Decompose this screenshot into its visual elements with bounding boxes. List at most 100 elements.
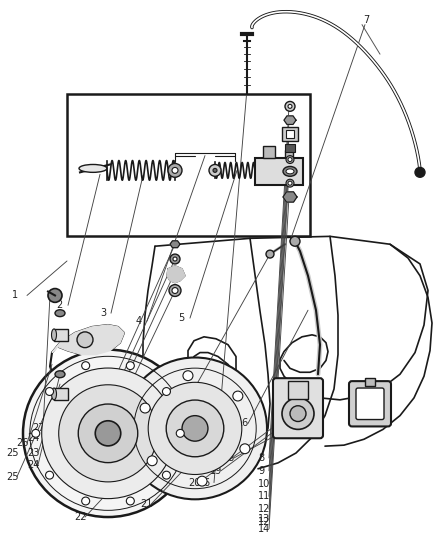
Text: 23: 23 [27,448,39,458]
Ellipse shape [286,169,294,174]
Text: 3: 3 [100,308,106,318]
Circle shape [172,288,178,294]
Circle shape [182,416,208,441]
Circle shape [166,400,224,457]
Bar [54,329,68,341]
Text: 12: 12 [258,504,270,514]
Text: 25: 25 [6,472,18,482]
Text: 15: 15 [162,422,174,431]
Circle shape [123,358,267,499]
Text: 11: 11 [258,491,270,502]
Circle shape [288,158,292,161]
Circle shape [286,179,294,187]
Text: 29: 29 [96,416,108,425]
Circle shape [32,430,40,437]
Circle shape [81,362,90,369]
Text: 30: 30 [96,403,108,414]
Circle shape [126,497,134,505]
Circle shape [78,404,138,463]
Text: 18: 18 [223,453,235,463]
Circle shape [209,165,221,176]
Circle shape [162,387,170,395]
Circle shape [213,168,217,172]
Text: 20: 20 [188,478,200,488]
Circle shape [126,362,134,369]
Text: 17: 17 [350,392,362,402]
Text: 28: 28 [96,429,108,438]
Ellipse shape [55,371,65,378]
FancyBboxPatch shape [349,381,391,426]
Text: 1: 1 [12,290,18,301]
Circle shape [169,285,181,296]
Bar [67,94,310,236]
Ellipse shape [52,329,57,341]
Circle shape [81,497,90,505]
Circle shape [176,430,184,437]
Polygon shape [283,192,297,202]
Circle shape [23,350,193,517]
Text: 26: 26 [16,438,28,448]
Text: 27: 27 [32,423,45,433]
Bar [255,158,303,185]
Circle shape [233,391,243,401]
Bar [54,388,68,400]
Text: 14: 14 [258,524,270,533]
Text: 2: 2 [56,300,62,310]
Polygon shape [167,266,185,282]
Bar [282,127,298,141]
Polygon shape [284,116,296,124]
Bar [288,381,308,399]
FancyBboxPatch shape [356,388,384,419]
Text: 8: 8 [258,453,264,463]
Bar [285,150,293,158]
Circle shape [290,236,300,246]
Ellipse shape [283,166,297,176]
Circle shape [147,456,157,466]
Polygon shape [52,325,124,354]
Text: 6: 6 [203,478,209,488]
Text: 13: 13 [258,514,270,524]
Text: 7: 7 [363,15,369,25]
Text: 4: 4 [136,316,142,326]
Circle shape [42,368,174,499]
Circle shape [183,371,193,381]
Circle shape [77,332,93,348]
Text: 21: 21 [140,499,152,509]
Text: 24: 24 [27,433,39,443]
Circle shape [290,406,306,422]
Circle shape [285,101,295,111]
Circle shape [286,156,294,164]
Circle shape [282,398,314,430]
Text: 22: 22 [74,512,86,522]
Text: 12: 12 [258,517,270,527]
Circle shape [240,444,250,454]
Circle shape [168,164,182,177]
Bar [285,144,295,152]
Circle shape [170,254,180,264]
Circle shape [140,403,150,413]
FancyBboxPatch shape [273,378,323,438]
Ellipse shape [52,388,57,400]
Circle shape [46,471,53,479]
Circle shape [162,471,170,479]
Circle shape [197,476,207,486]
Circle shape [288,181,292,185]
Text: 9: 9 [258,466,264,476]
Ellipse shape [79,165,107,172]
Circle shape [288,104,292,108]
Polygon shape [170,241,180,248]
Text: 10: 10 [258,479,270,489]
Text: 19: 19 [210,466,222,476]
Text: 5: 5 [178,313,184,323]
Circle shape [95,421,121,446]
Circle shape [148,382,242,474]
Bar [365,378,375,386]
Circle shape [173,257,177,261]
Text: 16: 16 [237,418,249,429]
Text: 25: 25 [6,448,18,458]
Circle shape [48,288,62,302]
Ellipse shape [55,310,65,317]
Circle shape [266,250,274,258]
Circle shape [172,167,178,173]
Circle shape [415,167,425,177]
